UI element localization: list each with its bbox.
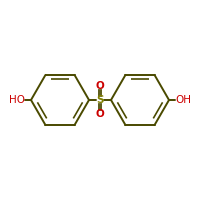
- Text: S: S: [96, 95, 104, 105]
- Text: O: O: [96, 81, 104, 91]
- Text: HO: HO: [9, 95, 25, 105]
- Text: OH: OH: [175, 95, 191, 105]
- Text: O: O: [96, 109, 104, 119]
